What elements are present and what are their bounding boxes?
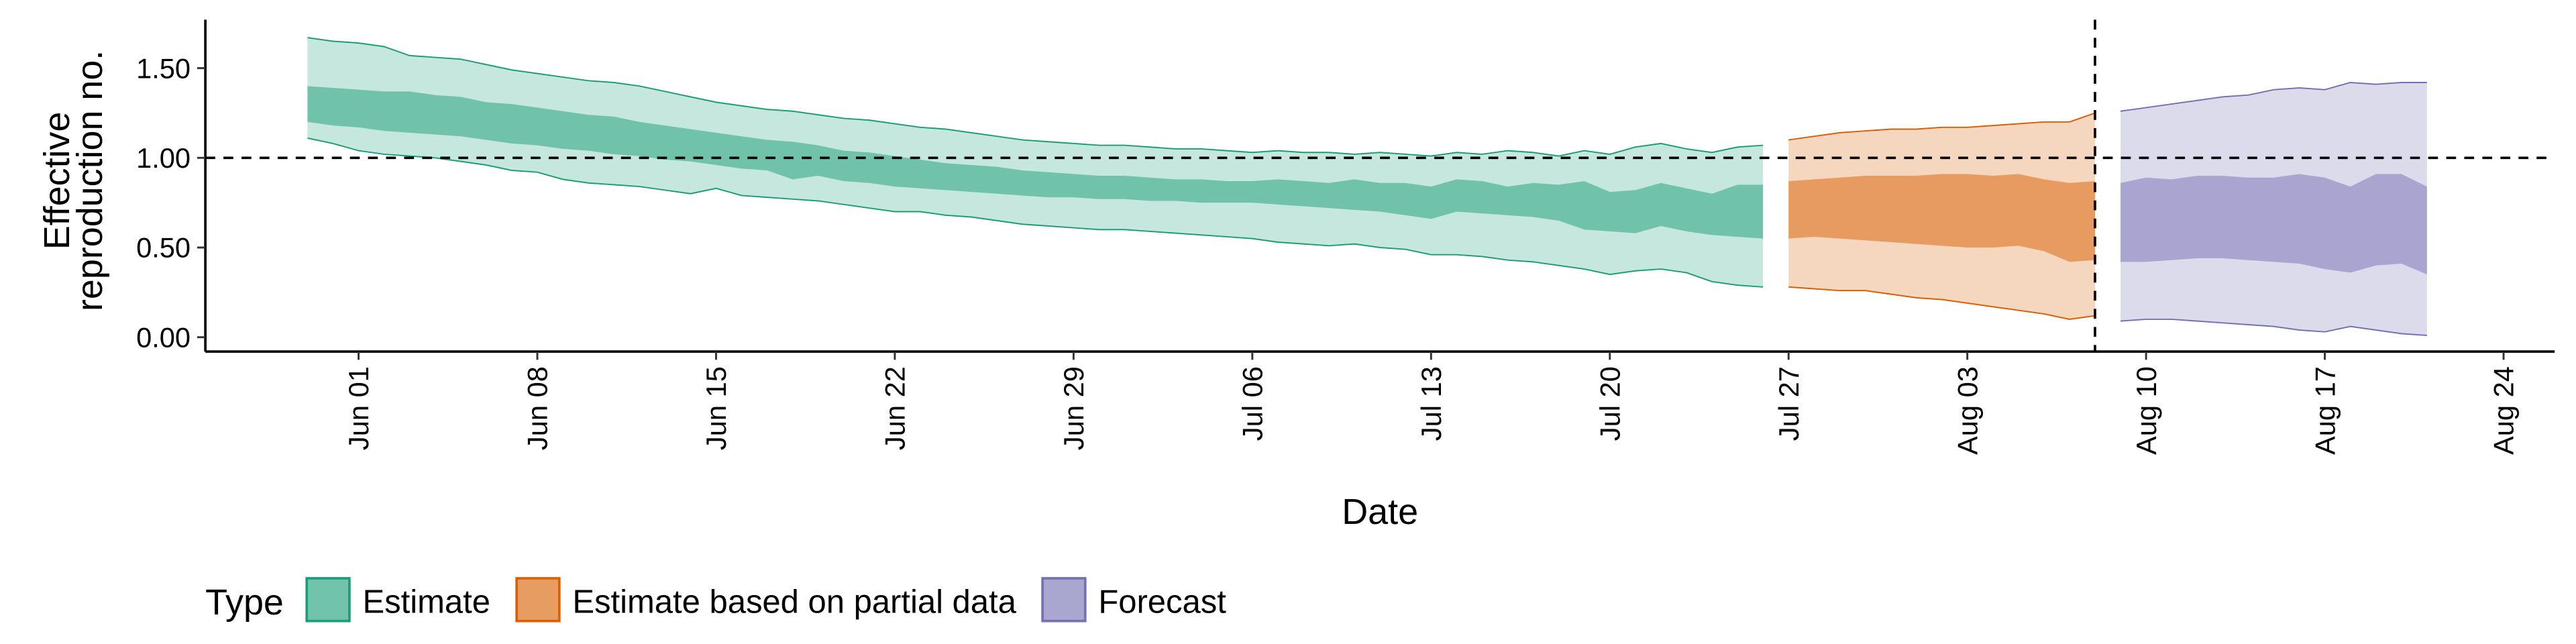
legend-key [515,577,561,623]
y-tick-label: 1.00 [136,142,191,174]
ribbon [307,38,1764,287]
x-tick-label: Jun 29 [1058,366,1089,450]
ribbon-edge [307,137,1764,288]
x-tick-label: Jul 13 [1415,366,1447,441]
legend-label: Forecast [1098,584,1226,620]
ribbon-edge [2120,318,2427,336]
x-tick-label: Jun 22 [879,366,911,450]
legend-title: Type [205,582,284,623]
x-axis-title: Date [1342,492,1418,532]
x-tick-label: Aug 24 [2488,366,2520,455]
ribbon-edge [2120,81,2427,112]
y-tick-label: 1.50 [136,52,191,84]
x-tick-label: Jul 06 [1237,366,1269,441]
ribbon [2121,174,2427,275]
ribbon-edge [1788,112,2096,141]
legend-label: Estimate [362,584,490,620]
x-tick-label: Aug 17 [2309,366,2341,455]
y-axis-title: Effective [37,112,77,250]
y-axis-title: reproduction no. [70,50,110,311]
ribbon [1788,174,2095,262]
x-tick-label: Jun 15 [700,366,732,450]
y-tick-label: 0.00 [136,321,191,353]
x-tick-label: Jun 01 [343,366,374,450]
ribbon [307,86,1764,239]
ribbon-edge [1788,286,2096,320]
ribbon-edge [307,37,1764,157]
y-tick-label: 0.50 [136,232,191,264]
legend-key [1041,577,1087,623]
x-tick-label: Jul 20 [1594,366,1625,441]
x-tick-label: Aug 03 [1951,366,1983,455]
legend-key [305,577,351,623]
x-tick-label: Jul 27 [1773,366,1805,441]
legend-label: Estimate based on partial data [572,584,1016,620]
x-tick-label: Aug 10 [2131,366,2162,455]
x-tick-label: Jun 08 [522,366,553,450]
